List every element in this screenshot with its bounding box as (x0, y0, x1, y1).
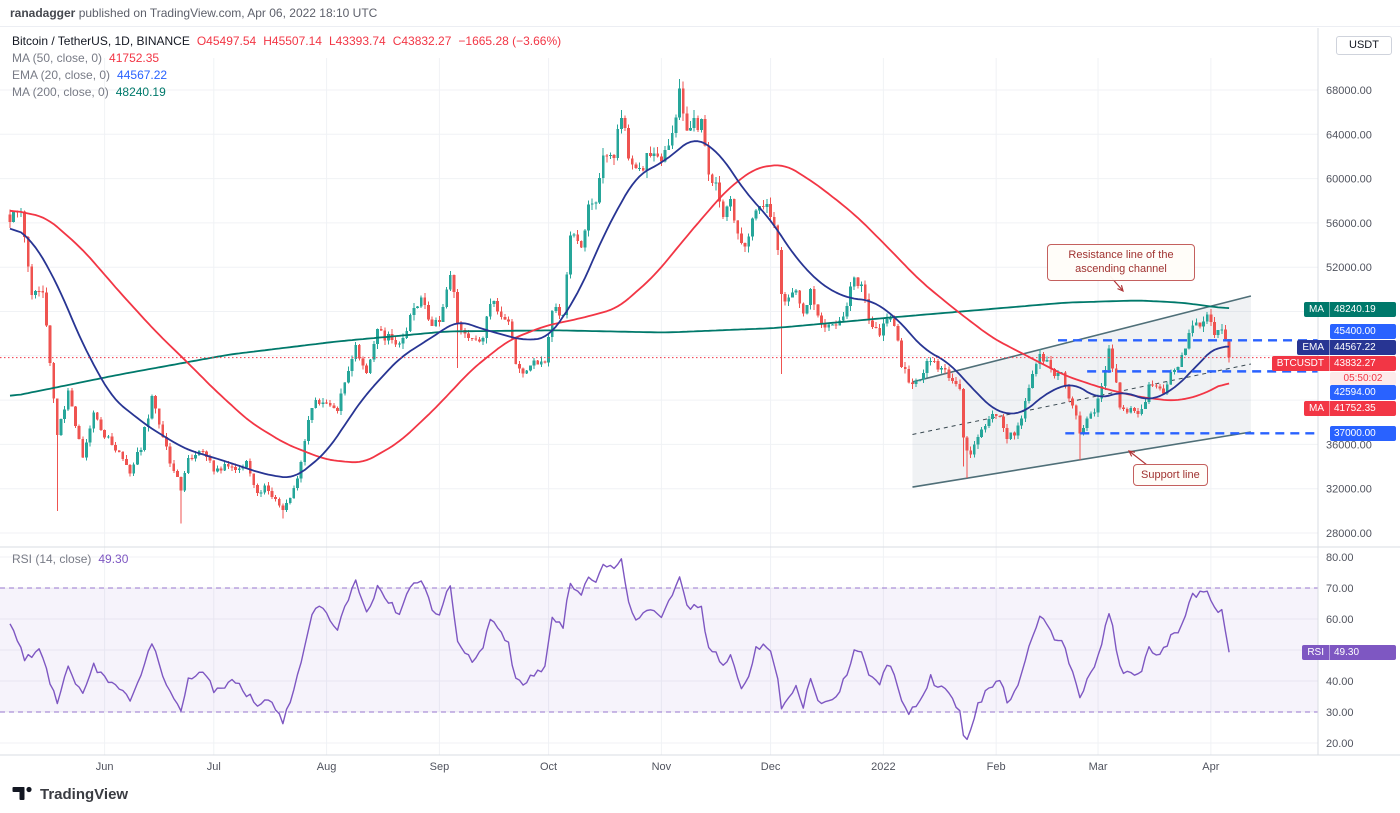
svg-text:Jun: Jun (96, 761, 114, 773)
ema20-badge-tag: EMA (1297, 340, 1330, 355)
ma50-line (9, 164, 1230, 464)
svg-text:40.00: 40.00 (1326, 676, 1354, 688)
level-45400-value: 45400.00 (1334, 326, 1376, 337)
last-price-badge: BTCUSDT 43832.27 (1271, 356, 1396, 371)
svg-text:Aug: Aug (317, 761, 337, 773)
axes: 68000.00 64000.00 60000.00 56000.00 52000.00… (0, 28, 1400, 773)
ema20-price-badge: EMA 44567.22 (1297, 340, 1396, 355)
ohlc-open: O45497.54 (196, 34, 257, 48)
last-price-value: 43832.27 (1334, 358, 1376, 369)
ma200-legend-row: MA (200, close, 0) 48240.19 (12, 84, 561, 101)
ma200-badge-tag: MA (1304, 302, 1330, 317)
svg-text:Jul: Jul (207, 761, 221, 773)
level-42594-value: 42594.00 (1334, 387, 1376, 398)
svg-text:60.00: 60.00 (1326, 614, 1354, 626)
currency-unit-button[interactable]: USDT (1336, 36, 1392, 55)
ma50-badge-value: 41752.35 (1334, 403, 1376, 414)
ma200-price-badge: MA 48240.19 (1304, 302, 1396, 317)
symbol-row: Bitcoin / TetherUS, 1D, BINANCE O45497.54… (12, 33, 561, 50)
level-45400-badge: 45400.00 (1330, 324, 1396, 339)
symbol-legend: Bitcoin / TetherUS, 1D, BINANCE O45497.54… (12, 33, 561, 101)
channel-resistance-line (912, 295, 1252, 383)
svg-text:2022: 2022 (871, 761, 895, 773)
tradingview-logo-glyph (12, 786, 32, 800)
ema20-badge-value: 44567.22 (1334, 342, 1376, 353)
rsi-badge-value: 49.30 (1334, 647, 1360, 658)
attribution-text: published on TradingView.com, Apr 06, 20… (75, 6, 378, 20)
svg-text:56000.00: 56000.00 (1326, 218, 1372, 230)
support-annotation[interactable]: Support line (1133, 464, 1208, 487)
svg-text:52000.00: 52000.00 (1326, 262, 1372, 274)
svg-text:68000.00: 68000.00 (1326, 85, 1372, 97)
svg-text:Oct: Oct (540, 761, 557, 773)
price-levels (0, 339, 1318, 435)
rsi-line (9, 558, 1230, 741)
svg-text:80.00: 80.00 (1326, 552, 1354, 564)
svg-text:64000.00: 64000.00 (1326, 129, 1372, 141)
svg-text:Sep: Sep (430, 761, 450, 773)
attribution-bar: ranadagger published on TradingView.com,… (0, 0, 1400, 27)
level-37000-badge: 37000.00 (1330, 426, 1396, 441)
svg-text:32000.00: 32000.00 (1326, 484, 1372, 496)
ma50-label[interactable]: MA (50, close, 0) (12, 51, 103, 65)
svg-text:36000.00: 36000.00 (1326, 439, 1372, 451)
rsi-badge-tag: RSI (1302, 645, 1330, 660)
channel-fill (912, 295, 1251, 488)
ohlc-close: C43832.27 (392, 34, 452, 48)
svg-text:20.00: 20.00 (1326, 738, 1354, 750)
brand-name[interactable]: TradingView (40, 785, 129, 803)
change-value: −1665.28 (−3.66%) (458, 34, 562, 48)
tradingview-logo[interactable] (12, 784, 33, 804)
ma200-label[interactable]: MA (200, close, 0) (12, 85, 109, 99)
ema20-line (9, 140, 1230, 478)
svg-text:Dec: Dec (761, 761, 781, 773)
ema20-legend-row: EMA (20, close, 0) 44567.22 (12, 67, 561, 84)
ohlc-values: O45497.54 H45507.14 L43393.74 C43832.27 −166… (190, 34, 561, 48)
svg-text:Feb: Feb (987, 761, 1006, 773)
ema20-label[interactable]: EMA (20, close, 0) (12, 68, 111, 82)
bar-countdown: 05:50:02 (1330, 372, 1396, 385)
rsi-value-badge: RSI 49.30 (1302, 645, 1396, 660)
ma50-legend-row: MA (50, close, 0) 41752.35 (12, 50, 561, 67)
ma50-value: 41752.35 (109, 51, 160, 65)
svg-text:30.00: 30.00 (1326, 707, 1354, 719)
svg-text:60000.00: 60000.00 (1326, 174, 1372, 186)
ma50-price-badge: MA 41752.35 (1304, 401, 1396, 416)
ma50-badge-tag: MA (1304, 401, 1330, 416)
ma200-value: 48240.19 (115, 85, 166, 99)
level-42594-badge: 42594.00 (1330, 385, 1396, 400)
rsi-legend: RSI (14, close) 49.30 (12, 552, 128, 566)
ema20-value: 44567.22 (117, 68, 168, 82)
ohlc-high: H45507.14 (263, 34, 322, 48)
level-37000-value: 37000.00 (1334, 428, 1376, 439)
channel-support-line (912, 431, 1252, 488)
chart-canvas[interactable]: 68000.00 64000.00 60000.00 56000.00 52000.00… (0, 28, 1400, 775)
ma200-badge-value: 48240.19 (1334, 304, 1376, 315)
svg-text:Apr: Apr (1202, 761, 1219, 773)
author-name: ranadagger (10, 6, 76, 20)
footer: TradingView (0, 775, 1400, 813)
rsi-band (0, 588, 1318, 712)
symbol-title[interactable]: Bitcoin / TetherUS, 1D, BINANCE (12, 34, 190, 48)
ohlc-low: L43393.74 (328, 34, 386, 48)
rsi-value: 49.30 (98, 552, 129, 566)
svg-text:Nov: Nov (652, 761, 672, 773)
last-price-symbol-tag: BTCUSDT (1272, 356, 1330, 371)
ascending-channel (912, 295, 1252, 488)
resistance-annotation[interactable]: Resistance line of the ascending channel (1047, 244, 1195, 281)
svg-text:70.00: 70.00 (1326, 583, 1354, 595)
svg-text:Mar: Mar (1089, 761, 1108, 773)
channel-median-line (912, 363, 1252, 435)
rsi-label[interactable]: RSI (14, close) (12, 552, 92, 566)
svg-text:28000.00: 28000.00 (1326, 528, 1372, 540)
rsi-pane (0, 558, 1318, 741)
